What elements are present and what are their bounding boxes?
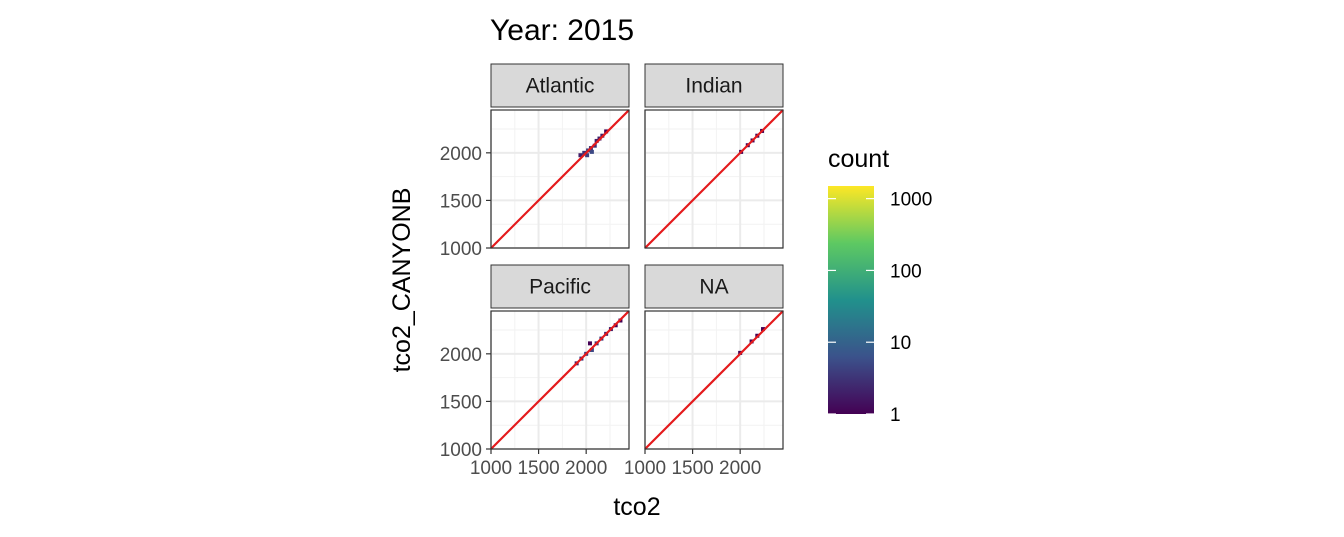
identity-line [490,109,630,249]
panel-border [490,310,630,450]
facet-strip-label: Indian [685,75,742,98]
y-tick-label: 1500 [440,392,482,413]
facet-strip [490,264,630,309]
legend-tick-label: 1000 [890,190,932,211]
heatmap-bin [589,348,594,353]
facet-na: NA [644,264,784,450]
x-tick-label: 1500 [517,458,559,479]
chart-title: Year: 2015 [490,14,634,47]
facet-pacific: Pacific [490,264,630,450]
panel-border [644,310,784,450]
facet-strip [644,264,784,309]
heatmap-bin [589,149,594,154]
legend-title: count [828,145,889,173]
heatmap-bin [582,150,587,155]
legend-ticks: 1 10 100 1000 [828,190,932,426]
y-tick-label: 2000 [440,144,482,165]
heatmap-bin [587,341,592,346]
x-tick-label: 1000 [624,458,666,479]
y-tick-label: 1000 [440,440,482,461]
facet-strip-label: Atlantic [526,75,595,98]
y-tick-label: 1500 [440,191,482,212]
x-tick-label: 1000 [470,458,512,479]
heatmap-bin [761,327,766,332]
facet-strip [490,63,630,108]
legend-tick-label: 1 [890,405,901,426]
y-tick-label: 2000 [440,345,482,366]
x-tick-label: 2000 [565,458,607,479]
x-tick-label: 2000 [719,458,761,479]
facet-indian: Indian [644,63,784,249]
x-axis-title: tco2 [613,493,660,521]
identity-line [644,310,784,450]
facet-atlantic: Atlantic [490,63,630,249]
y-axis-title: tco2_CANYONB [388,188,416,373]
facet-panels: Atlantic Indian Pacific NA [490,63,784,450]
legend-colorbar [828,186,874,414]
legend-tick-label: 10 [890,333,911,354]
identity-line [644,109,784,249]
panel-border [644,109,784,249]
y-tick-label: 1000 [440,239,482,260]
panel-border [490,109,630,249]
heatmap-bin [578,153,583,158]
facet-strip-label: Pacific [529,276,591,299]
identity-line [490,310,630,450]
heatmap-bin [585,153,590,158]
x-tick-label: 1500 [671,458,713,479]
y-axis-ticks: 1000 1500 2000 1000 1500 2000 [440,144,491,461]
facet-strip-label: NA [699,276,728,299]
legend: count 1 10 100 1000 [828,145,932,426]
facet-strip [644,63,784,108]
x-axis-ticks: 1000 1500 2000 1000 1500 2000 [470,449,761,479]
legend-tick-label: 100 [890,261,922,282]
